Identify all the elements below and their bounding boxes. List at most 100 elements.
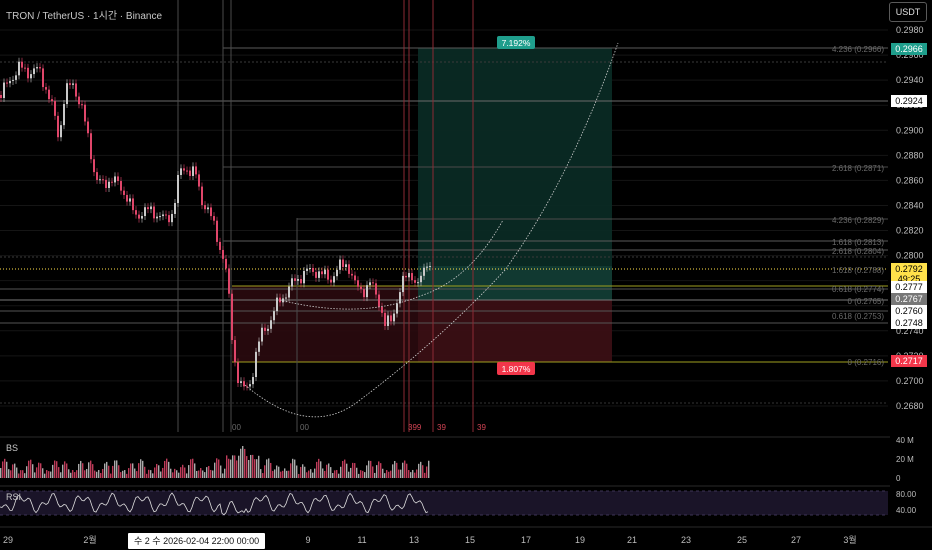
volume-bar (358, 473, 360, 478)
price-badge-2748 (891, 317, 927, 329)
candle-body (21, 61, 23, 68)
volume-bar (306, 472, 308, 478)
volume-tick-20m: 20 M (896, 455, 914, 464)
candle-body (36, 67, 38, 69)
volume-bar (426, 466, 428, 478)
price-tick: 0.2900 (896, 125, 924, 135)
volume-bar (242, 446, 244, 478)
candle-body (156, 216, 158, 219)
candle-body (315, 271, 317, 278)
candle-body (18, 61, 20, 76)
volume-bar (238, 455, 240, 478)
volume-bar (22, 470, 24, 478)
volume-bar (310, 469, 312, 478)
candle-body (240, 381, 242, 384)
candle-body (267, 328, 269, 331)
vertical-markers (177, 0, 474, 432)
candle-body (114, 176, 116, 183)
candle-body (204, 205, 206, 210)
currency-button[interactable]: USDT (889, 2, 927, 22)
volume-bar (410, 472, 412, 478)
current-price-badge (891, 263, 927, 285)
candle-body (189, 170, 191, 176)
profit-zone-upper (418, 266, 612, 300)
volume-bar (418, 463, 420, 478)
volume-bar (62, 464, 64, 478)
candle-body (375, 283, 377, 295)
rsi-pane-label[interactable]: RSI (6, 492, 22, 502)
rsi-tick-40: 40.00 (896, 506, 917, 515)
volume-bar (58, 467, 60, 478)
volume-bar (132, 463, 134, 478)
volume-bar (284, 468, 286, 478)
volume-pane-label[interactable]: BS (6, 443, 19, 453)
candlestick-series[interactable] (0, 57, 431, 391)
candle-body (123, 190, 125, 195)
candle-body (192, 166, 194, 176)
price-tick: 0.2840 (896, 200, 924, 210)
vline-count-left-b: 00 (300, 423, 309, 432)
volume-bar (78, 463, 80, 478)
volume-bar (64, 461, 66, 478)
volume-bar (200, 468, 202, 478)
price-tick: 0.2800 (896, 251, 924, 261)
candle-body (285, 297, 287, 299)
candle-body (231, 293, 233, 341)
volume-bar (190, 459, 192, 478)
candle-body (132, 198, 134, 211)
candle-body (165, 214, 167, 216)
volume-bar (18, 473, 20, 478)
candle-body (294, 278, 296, 281)
candle-body (309, 268, 311, 270)
time-tick: 13 (409, 535, 419, 545)
volume-bar (400, 469, 402, 478)
volume-bar (316, 461, 318, 478)
volume-bar (376, 465, 378, 478)
volume-bar (216, 458, 218, 478)
volume-bar (386, 470, 388, 478)
candle-body (393, 313, 395, 322)
volume-bar (254, 459, 256, 478)
volume-bar (16, 467, 18, 478)
candle-body (222, 249, 224, 259)
loss-zone[interactable] (418, 300, 612, 362)
candle-body (402, 275, 404, 293)
candle-body (186, 170, 188, 172)
candle-body (429, 265, 431, 267)
volume-bar (268, 458, 270, 478)
candle-body (273, 311, 275, 321)
volume-bar (26, 466, 28, 478)
time-axis[interactable]: 292월5791113151719212325273월 (3, 534, 857, 545)
candle-body (150, 206, 152, 210)
horizontal-levels (0, 47, 888, 404)
candle-body (66, 83, 68, 105)
bar-countdown: 49:25 (898, 274, 921, 284)
candle-body (378, 294, 380, 307)
volume-bar (320, 461, 322, 478)
volume-bar (154, 467, 156, 478)
candle-body (207, 207, 209, 210)
candle-body (84, 104, 86, 122)
candle-body (69, 83, 71, 85)
profit-zone[interactable] (418, 48, 612, 300)
candle-body (339, 259, 341, 270)
vline-count-red-a: 399 (408, 423, 422, 432)
volume-bar (280, 471, 282, 478)
symbol-title[interactable]: TRON / TetherUS · 1시간 · Binance (6, 11, 163, 22)
price-axis[interactable]: 0.29800.29600.29400.29200.29000.28800.28… (896, 25, 924, 411)
candle-body (159, 216, 161, 218)
current-price: 0.2792 (895, 264, 923, 274)
volume-bar (342, 460, 344, 478)
volume-bar (210, 469, 212, 478)
loss-pct: 1.807% (502, 364, 531, 374)
volume-bar (98, 469, 100, 478)
fib-1618-a: 1.618 (0.2813) (832, 238, 884, 247)
entry-price: 0.2767 (895, 294, 923, 304)
volume-bar (366, 465, 368, 478)
volume-bar (296, 465, 298, 478)
drawn-curves[interactable] (244, 42, 619, 418)
candle-body (6, 82, 8, 84)
loss-pct-badge (497, 362, 535, 375)
